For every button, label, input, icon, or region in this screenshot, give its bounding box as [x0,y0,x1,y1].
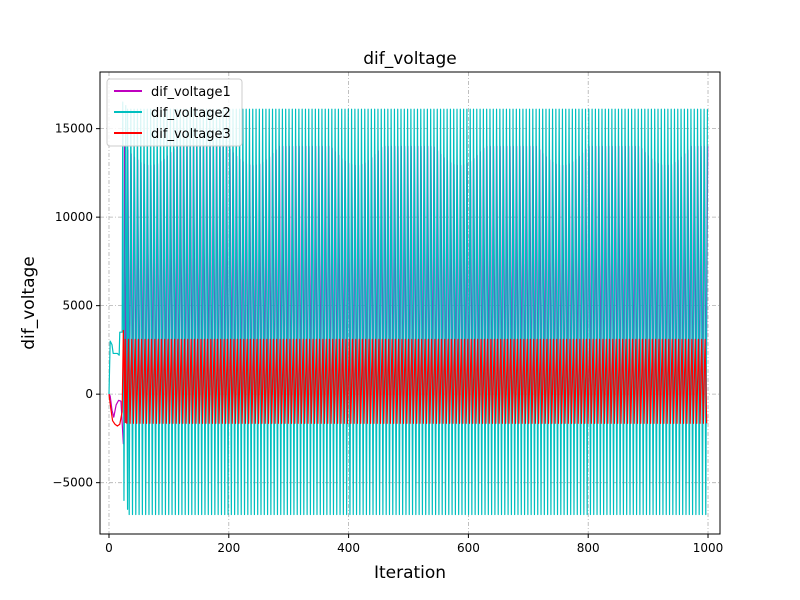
x-tick-label: 1000 [693,541,724,555]
series-lines [108,101,709,516]
legend-items: dif_voltage1 dif_voltage2 dif_voltage3 [114,85,231,142]
y-tick-label: 10000 [55,210,93,224]
legend-label: dif_voltage3 [151,127,231,142]
legend-label: dif_voltage2 [151,106,231,121]
y-tick-label: 15000 [55,122,93,136]
series-line-dif-voltage3 [108,329,708,427]
y-tick-label: −5000 [52,476,93,490]
axis-ticks: 0 200 400 600 800 1000 −5000 0 5000 10000 15000 [52,122,723,555]
x-tick-label: 600 [457,541,480,555]
legend: dif_voltage1 dif_voltage2 dif_voltage3 [106,78,243,147]
y-tick-label: 5000 [62,299,93,313]
x-tick-label: 200 [217,541,240,555]
y-tick-label: 0 [85,387,93,401]
x-axis-title: Iteration [374,563,446,583]
x-tick-label: 0 [105,541,113,555]
chart-title: dif_voltage [363,49,457,69]
x-tick-label: 400 [337,541,360,555]
x-tick-label: 800 [577,541,600,555]
legend-label: dif_voltage1 [151,85,231,100]
y-axis-title: dif_voltage [19,256,39,350]
legend-box [106,78,243,147]
plot-area-frame [99,71,721,535]
